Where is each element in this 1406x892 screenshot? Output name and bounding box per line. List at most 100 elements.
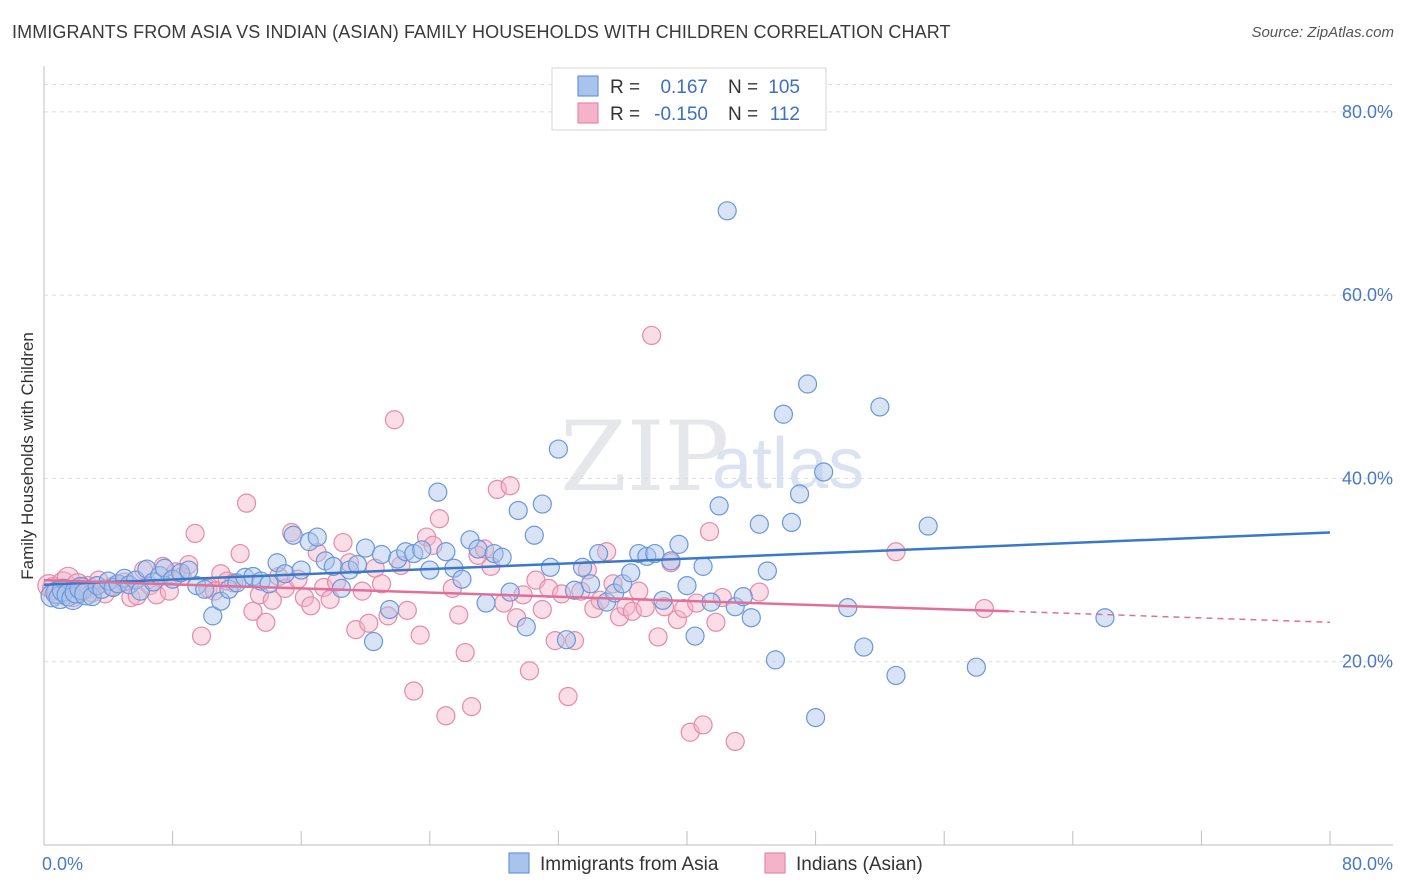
immigrants-asia-point-97: [757, 561, 777, 581]
indians-asian-point-25: [185, 523, 205, 544]
indians-asian-point-108: [725, 731, 745, 752]
immigrants-asia-point-38: [283, 525, 303, 545]
immigrants-asia-point-80: [621, 563, 641, 583]
immigrants-asia-point-67: [516, 617, 536, 637]
immigrants-asia-point-9: [82, 587, 102, 607]
indians-asian-point-109: [749, 582, 769, 602]
immigrants-asia-point-99: [773, 404, 794, 424]
immigrants-asia-point-50: [380, 599, 400, 620]
watermark-atlas: atlas: [712, 424, 864, 504]
trend-line-indians-asian-extrapolated: [1008, 610, 1331, 624]
series-legend: Immigrants from Asia Indians (Asian): [508, 852, 923, 875]
stats-legend-n-label-2: N =: [728, 104, 758, 125]
indians-asian-point-56: [384, 410, 405, 430]
immigrants-asia-point-69: [532, 494, 552, 514]
indians-asian-point-64: [436, 706, 456, 726]
indians-asian-point-93: [622, 601, 642, 621]
immigrants-asia-point-111: [1095, 608, 1115, 628]
immigrants-asia-point-87: [677, 576, 697, 596]
y-tick-label-20: 20.0%: [1342, 652, 1393, 672]
indians-asian-point-103: [687, 593, 707, 613]
immigrants-asia-point-110: [966, 657, 986, 677]
indians-asian-point-21: [159, 581, 179, 601]
immigrants-asia-point-75: [580, 574, 601, 594]
immigrants-asia-point-66: [508, 500, 528, 521]
indians-asian-point-37: [262, 590, 282, 610]
y-tick-label-80: 80.0%: [1342, 102, 1393, 122]
indians-asian-point-96: [642, 325, 662, 346]
indians-asian-point-63: [429, 509, 450, 529]
indians-asian-point-111: [974, 598, 994, 619]
indians-asian-point-70: [474, 539, 495, 559]
immigrants-asia-point-70: [540, 557, 560, 577]
immigrants-asia-point-85: [661, 551, 681, 571]
indians-asian-point-58: [397, 600, 417, 620]
indians-asian-point-97: [648, 627, 668, 647]
stats-legend-n-value-1: 105: [768, 77, 800, 98]
stats-legend-n-value-2: 112: [770, 104, 800, 125]
indians-asian-point-43: [301, 596, 321, 616]
indians-asian-point-66: [449, 605, 469, 625]
immigrants-asia-point-76: [588, 543, 609, 564]
immigrants-asia-point-28: [203, 606, 223, 626]
immigrants-asia-point-89: [693, 556, 713, 576]
trend-line-indians-asian: [43, 578, 1009, 613]
indians-asian-point-100: [667, 609, 687, 630]
legend-label-immigrants-asia: Immigrants from Asia: [540, 854, 719, 875]
stats-legend-n-label-1: N =: [728, 77, 758, 98]
stats-legend-r-label-1: R =: [610, 77, 640, 98]
indians-asian-point-84: [564, 631, 585, 651]
indians-asian-point-110: [886, 542, 906, 562]
indians-asian-point-105: [699, 521, 720, 542]
indians-asian-point-32: [230, 543, 250, 564]
immigrants-asia-point-88: [685, 626, 705, 646]
indians-asian-point-60: [410, 625, 430, 645]
x-tick-label-max: 80.0%: [1342, 854, 1393, 874]
indians-asian-point-83: [558, 686, 578, 707]
immigrants-asia-point-106: [854, 637, 874, 657]
indians-asian-point-52: [359, 613, 379, 633]
trend-lines: [43, 531, 1331, 624]
indians-asian-point-44: [307, 543, 327, 563]
immigrants-asia-point-35: [259, 574, 279, 594]
indians-asian-point-33: [236, 493, 257, 513]
immigrants-asia-point-72: [556, 630, 577, 650]
y-tick-label-40: 40.0%: [1342, 468, 1393, 488]
indians-asian-point-104: [693, 715, 713, 735]
legend-swatch-indians-asian: [764, 852, 786, 874]
immigrants-asia-point-96: [749, 514, 769, 534]
immigrants-asia-point-47: [355, 538, 376, 558]
immigrants-asia-point-71: [548, 439, 569, 459]
immigrants-asia-point-86: [669, 534, 689, 554]
legend-swatch-immigrants-asia: [508, 852, 530, 874]
indians-asian-point-24: [179, 554, 199, 575]
stats-legend-r-label-2: R =: [610, 104, 640, 125]
legend-label-indians-asian: Indians (Asian): [796, 854, 923, 875]
indians-asian-point-79: [532, 599, 552, 620]
immigrants-asia-point-83: [645, 543, 665, 564]
immigrants-asia-point-65: [500, 582, 520, 602]
immigrants-asia-point-56: [428, 482, 448, 502]
immigrants-asia-point-79: [613, 574, 633, 594]
immigrants-asia-point-103: [805, 708, 826, 728]
indians-asian-point-36: [256, 612, 276, 632]
chart-title: IMMIGRANTS FROM ASIA VS INDIAN (ASIAN) F…: [12, 22, 951, 42]
axes: [43, 66, 1393, 846]
y-axis-title: Family Households with Children: [18, 332, 37, 580]
immigrants-asia-point-36: [267, 553, 287, 573]
watermark-zip: ZIP: [560, 401, 729, 513]
immigrants-asia-point-107: [870, 397, 890, 417]
series-immigrants-asia-points: [40, 201, 1115, 728]
immigrants-asia-point-105: [838, 598, 858, 618]
indians-asian-point-94: [629, 581, 649, 601]
indians-asian-point-106: [706, 612, 726, 632]
x-tick-label-min: 0.0%: [42, 854, 83, 874]
indians-asian-point-77: [519, 661, 540, 681]
immigrants-asia-point-94: [733, 587, 753, 607]
indians-asian-point-85: [571, 581, 591, 601]
immigrants-asia-point-54: [412, 540, 432, 560]
immigrants-asia-point-46: [347, 554, 368, 575]
indians-asian-point-72: [487, 479, 507, 500]
immigrants-asia-point-91: [709, 496, 729, 516]
